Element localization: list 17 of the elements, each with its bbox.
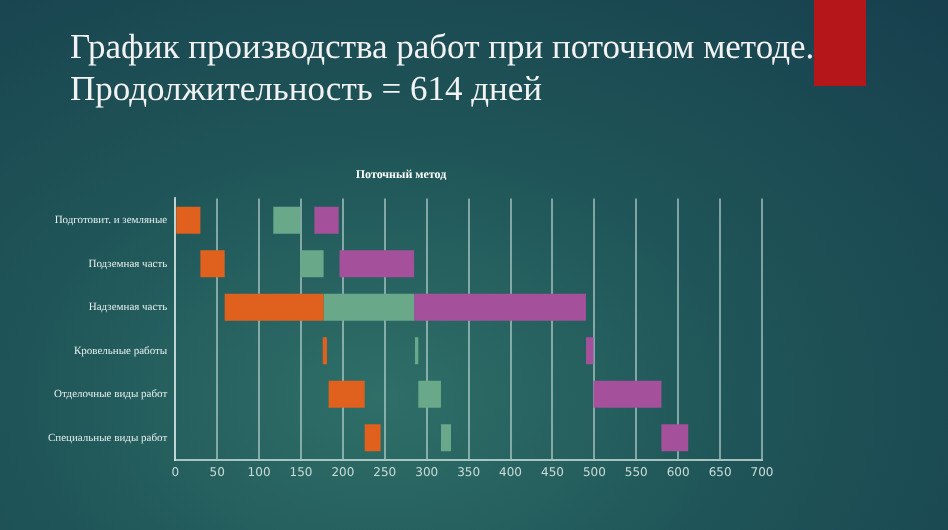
bar [414,293,586,321]
bar [200,250,225,278]
bar [314,206,339,234]
bar [339,250,415,278]
bar [300,250,324,278]
bar [176,206,201,234]
bar [328,380,365,408]
bar [661,424,689,452]
bar [273,206,301,234]
bar [323,293,415,321]
bar [440,424,452,452]
bar [585,337,594,365]
bar [418,380,441,408]
chart-title: График производства работ при поточном методе. Продолжительность = 614 дней [70,26,817,110]
bar [224,293,324,321]
bar [364,424,381,452]
bar [593,380,662,408]
